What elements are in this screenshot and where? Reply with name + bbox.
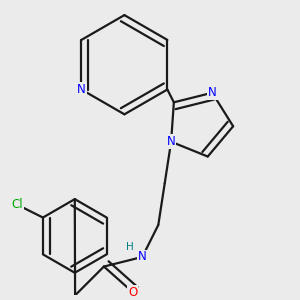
Text: N: N — [167, 135, 176, 148]
Text: H: H — [126, 242, 134, 252]
Text: Cl: Cl — [11, 198, 23, 211]
Text: N: N — [208, 86, 217, 99]
Text: N: N — [138, 250, 147, 263]
Text: N: N — [77, 83, 86, 96]
Text: O: O — [128, 286, 137, 299]
